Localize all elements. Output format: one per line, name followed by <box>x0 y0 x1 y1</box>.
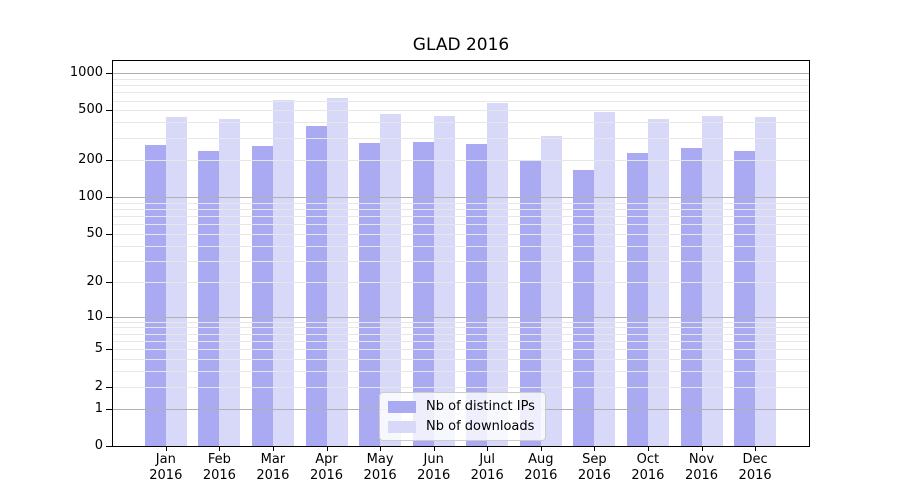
xtick-label-jul: Jul 2016 <box>470 452 504 483</box>
bar-ips-feb <box>198 151 220 446</box>
bar-ips-jul <box>466 143 488 446</box>
xtick-mark-mar <box>272 447 274 451</box>
xtick-mark-oct <box>647 447 649 451</box>
bar-downloads-sep <box>594 112 616 446</box>
bar-ips-dec <box>734 151 756 446</box>
bar-ips-nov <box>680 147 702 446</box>
ytick-label-0: 0 <box>94 438 103 453</box>
legend-item-downloads: Nb of downloads <box>388 418 535 435</box>
ytick-label-1: 1 <box>94 400 103 416</box>
bar-downloads-nov <box>701 116 723 446</box>
ytick-mark-20 <box>106 281 112 283</box>
ytick-label-20: 20 <box>86 273 103 289</box>
plot-area <box>112 60 810 447</box>
xtick-label-sep: Sep 2016 <box>577 452 611 483</box>
xtick-mark-jan <box>165 447 167 451</box>
xtick-mark-nov <box>701 447 703 451</box>
legend-label-ips: Nb of distinct IPs <box>426 399 535 414</box>
xtick-label-apr: Apr 2016 <box>309 452 344 483</box>
xtick-label-feb: Feb 2016 <box>202 452 236 483</box>
ytick-label-50: 50 <box>86 225 103 241</box>
ytick-mark-10 <box>106 316 112 318</box>
ytick-label-5: 5 <box>94 341 103 357</box>
xtick-mark-jun <box>433 447 435 451</box>
bar-downloads-aug <box>540 136 562 446</box>
bar-ips-aug <box>519 161 541 446</box>
ytick-mark-200 <box>106 159 112 161</box>
bar-downloads-mar <box>272 99 294 446</box>
bar-ips-oct <box>626 153 648 446</box>
ytick-label-100: 100 <box>78 188 103 204</box>
bars-layer <box>113 61 809 446</box>
legend-swatch-downloads <box>388 420 416 433</box>
ytick-label-2: 2 <box>94 378 103 394</box>
xtick-label-aug: Aug 2016 <box>524 452 558 483</box>
legend-label-downloads: Nb of downloads <box>426 419 535 434</box>
ytick-mark-5 <box>106 349 112 351</box>
xtick-label-oct: Oct 2016 <box>631 452 665 483</box>
bar-ips-jan <box>144 144 166 446</box>
ytick-mark-100 <box>106 196 112 198</box>
ytick-mark-2 <box>106 386 112 388</box>
ytick-label-500: 500 <box>78 102 103 118</box>
ytick-label-10: 10 <box>86 308 103 324</box>
xtick-mark-feb <box>219 447 221 451</box>
bar-ips-mar <box>251 145 273 446</box>
bar-downloads-jun <box>433 116 455 446</box>
ytick-label-1000: 1000 <box>69 65 103 80</box>
legend-item-distinct-ips: Nb of distinct IPs <box>388 398 535 415</box>
bar-ips-jun <box>412 141 434 446</box>
bar-downloads-dec <box>755 117 777 446</box>
bar-downloads-jan <box>165 117 187 446</box>
legend-swatch-ips <box>388 400 416 413</box>
xtick-label-mar: Mar 2016 <box>256 452 290 483</box>
xtick-label-jan: Jan 2016 <box>149 452 183 483</box>
ytick-mark-500 <box>106 110 112 112</box>
legend: Nb of distinct IPs Nb of downloads <box>379 392 546 441</box>
bar-ips-sep <box>573 170 595 446</box>
bar-downloads-apr <box>326 97 348 446</box>
xtick-mark-apr <box>326 447 328 451</box>
xtick-mark-jul <box>487 447 489 451</box>
ytick-mark-1000 <box>106 73 112 74</box>
bar-downloads-feb <box>219 119 241 446</box>
ytick-mark-1 <box>106 408 112 410</box>
xtick-mark-dec <box>755 447 757 451</box>
xtick-label-dec: Dec 2016 <box>738 452 772 483</box>
xtick-mark-may <box>380 447 382 451</box>
ytick-mark-0 <box>106 446 112 447</box>
bar-ips-apr <box>305 125 327 446</box>
bar-downloads-jul <box>487 103 509 446</box>
xtick-mark-sep <box>594 447 596 451</box>
ytick-label-200: 200 <box>78 151 103 167</box>
bar-ips-may <box>359 142 381 446</box>
xtick-mark-aug <box>540 447 542 451</box>
xtick-label-nov: Nov 2016 <box>684 452 719 483</box>
xtick-label-may: May 2016 <box>363 452 397 483</box>
ytick-mark-50 <box>106 233 112 235</box>
bar-downloads-oct <box>647 118 669 446</box>
chart-title: GLAD 2016 <box>412 35 510 55</box>
xtick-label-jun: Jun 2016 <box>417 452 451 483</box>
